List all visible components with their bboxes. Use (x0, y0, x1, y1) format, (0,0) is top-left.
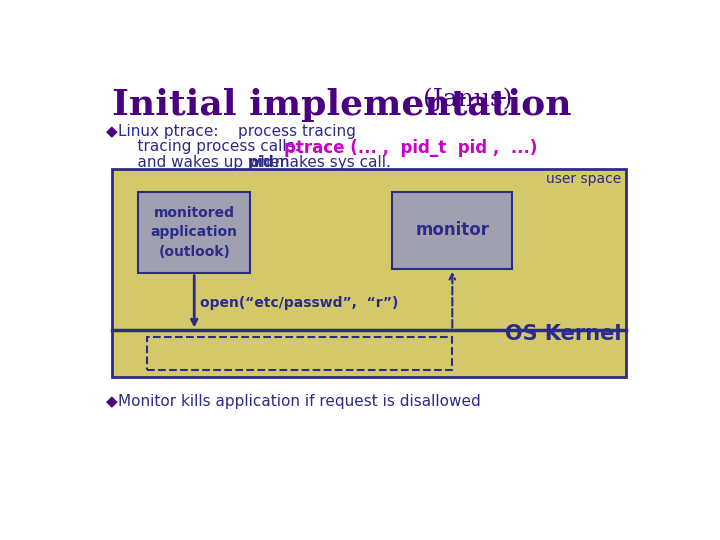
Bar (392, 192, 513, 269)
Text: and wakes up when: and wakes up when (118, 155, 299, 170)
Text: ◆: ◆ (106, 124, 117, 139)
Bar (138, 192, 251, 273)
Text: ◆: ◆ (106, 394, 117, 409)
Text: makes sys call.: makes sys call. (265, 155, 391, 170)
Text: pid: pid (248, 155, 275, 170)
Text: user space: user space (546, 172, 621, 186)
Bar (112, 168, 626, 377)
Text: open(“etc/passwd”,  “r”): open(“etc/passwd”, “r”) (200, 296, 399, 310)
Text: (Janus): (Janus) (423, 88, 513, 111)
Text: ptrace (... ,  pid_t  pid ,  ...): ptrace (... , pid_t pid , ...) (284, 139, 537, 158)
Text: Initial implementation: Initial implementation (112, 88, 572, 122)
Text: monitor: monitor (415, 221, 490, 239)
Text: OS Kernel: OS Kernel (505, 325, 621, 345)
Text: tracing process calls:: tracing process calls: (118, 139, 319, 154)
Text: Linux ptrace:    process tracing: Linux ptrace: process tracing (118, 124, 356, 139)
Bar (148, 336, 452, 370)
Text: Monitor kills application if request is disallowed: Monitor kills application if request is … (118, 394, 481, 409)
Text: monitored
application
(outlook): monitored application (outlook) (150, 206, 238, 259)
